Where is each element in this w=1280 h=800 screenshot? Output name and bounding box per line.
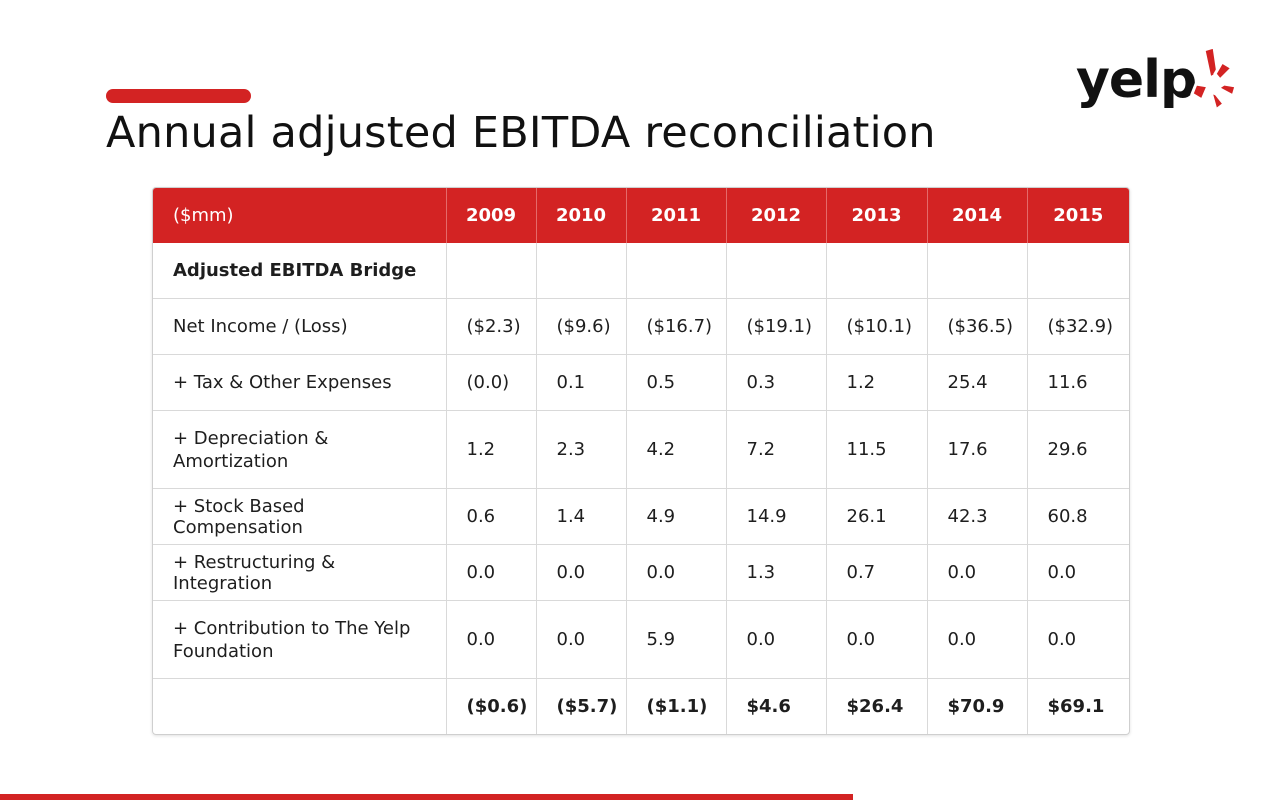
table-cell: ($32.9) xyxy=(1027,298,1129,355)
yelp-logo: yelp xyxy=(1072,44,1242,126)
table-cell: ($16.7) xyxy=(626,298,727,355)
year-header: 2012 xyxy=(726,188,827,243)
table-cell xyxy=(826,243,928,299)
table-cell xyxy=(927,243,1028,299)
table-cell: ($2.3) xyxy=(446,298,537,355)
year-header: 2010 xyxy=(536,188,627,243)
table-cell: 14.9 xyxy=(726,488,827,545)
table-cell: 1.4 xyxy=(536,488,627,545)
table-cell: 0.0 xyxy=(826,600,928,679)
table-row: + Restructuring & Integration 0.0 0.0 0.… xyxy=(153,544,1129,601)
table-cell: 0.0 xyxy=(726,600,827,679)
table-cell: 11.5 xyxy=(826,410,928,489)
total-cell: $69.1 xyxy=(1047,696,1105,717)
total-cell: $26.4 xyxy=(826,678,928,734)
table-cell: 11.6 xyxy=(1027,354,1129,411)
table-cell: 4.2 xyxy=(626,410,727,489)
table-cell: ($36.5) xyxy=(927,298,1028,355)
slide-title: Annual adjusted EBITDA reconciliation xyxy=(106,108,936,158)
total-cell: ($0.6) xyxy=(446,678,537,734)
table-cell: 1.2 xyxy=(446,410,537,489)
table-cell: 25.4 xyxy=(927,354,1028,411)
table-cell: 5.9 xyxy=(626,600,727,679)
table-cell: ($19.1) xyxy=(726,298,827,355)
table-row: Net Income / (Loss) ($2.3) ($9.6) ($16.7… xyxy=(153,298,1129,355)
table-cell: 0.0 xyxy=(446,600,537,679)
table-row: + Depreciation & Amortization 1.2 2.3 4.… xyxy=(153,410,1129,489)
title-accent-bar xyxy=(106,89,251,103)
ebitda-table: ($mm) 2009 2010 2011 2012 2013 2014 2015… xyxy=(152,187,1130,735)
table-cell: 0.0 xyxy=(1027,600,1129,679)
table-cell: 29.6 xyxy=(1027,410,1129,489)
row-label: + Tax & Other Expenses xyxy=(153,354,447,411)
table-cell xyxy=(446,243,537,299)
table-header-row: ($mm) 2009 2010 2011 2012 2013 2014 2015 xyxy=(153,188,1129,243)
year-header: 2015 xyxy=(1027,188,1129,243)
row-label: + Depreciation & Amortization xyxy=(153,410,447,489)
table-cell: 2.3 xyxy=(536,410,627,489)
total-cell: ($1.1) xyxy=(626,678,727,734)
table-row: + Tax & Other Expenses (0.0) 0.1 0.5 0.3… xyxy=(153,354,1129,411)
section-label: Adjusted EBITDA Bridge xyxy=(153,243,447,299)
footer-accent-line xyxy=(0,794,853,800)
table-cell: ($10.1) xyxy=(826,298,928,355)
table-cell: 0.1 xyxy=(536,354,627,411)
yelp-logo-wordmark: yelp xyxy=(1076,50,1197,110)
table-cell: 0.0 xyxy=(927,544,1028,601)
section-row: Adjusted EBITDA Bridge xyxy=(153,243,1129,299)
row-label: + Stock Based Compensation xyxy=(153,488,447,545)
total-row: ($0.6) ($5.7) ($1.1) $4.6 $26.4 $70.9 $6… xyxy=(153,678,1129,734)
year-header: 2009 xyxy=(446,188,537,243)
row-label: + Contribution to The Yelp Foundation xyxy=(153,600,447,679)
table-cell: 42.3 xyxy=(927,488,1028,545)
table-cell: ($9.6) xyxy=(536,298,627,355)
table-cell: 4.9 xyxy=(626,488,727,545)
table-cell: 0.7 xyxy=(826,544,928,601)
total-cell: $70.9 xyxy=(927,678,1028,734)
year-header: 2011 xyxy=(626,188,727,243)
total-cell: $4.6 xyxy=(726,678,827,734)
table-cell: 0.6 xyxy=(446,488,537,545)
table-cell: (0.0) xyxy=(446,354,537,411)
table-cell: 60.8 xyxy=(1027,488,1129,545)
unit-header: ($mm) xyxy=(153,188,447,243)
table-cell xyxy=(1027,243,1129,299)
table-cell: 0.0 xyxy=(536,544,627,601)
table-cell: 0.0 xyxy=(1027,544,1129,601)
table-row: + Stock Based Compensation 0.6 1.4 4.9 1… xyxy=(153,488,1129,545)
table-cell: 0.0 xyxy=(927,600,1028,679)
table-cell xyxy=(626,243,727,299)
table-row: + Contribution to The Yelp Foundation 0.… xyxy=(153,600,1129,679)
table-cell: 0.0 xyxy=(536,600,627,679)
table-cell: 26.1 xyxy=(826,488,928,545)
year-header: 2013 xyxy=(826,188,928,243)
yelp-burst-icon xyxy=(1190,45,1238,113)
table-cell xyxy=(536,243,627,299)
total-label xyxy=(153,678,447,734)
table-cell: 1.2 xyxy=(826,354,928,411)
table-cell: 0.3 xyxy=(726,354,827,411)
table-cell: 7.2 xyxy=(726,410,827,489)
table-cell: 0.0 xyxy=(446,544,537,601)
row-label: + Restructuring & Integration xyxy=(153,544,447,601)
table-cell: 0.5 xyxy=(626,354,727,411)
table-cell: 1.3 xyxy=(726,544,827,601)
table-cell: 17.6 xyxy=(927,410,1028,489)
table-cell xyxy=(726,243,827,299)
row-label: Net Income / (Loss) xyxy=(153,298,447,355)
total-cell: ($5.7) xyxy=(536,678,627,734)
year-header: 2014 xyxy=(927,188,1028,243)
table-cell: 0.0 xyxy=(626,544,727,601)
